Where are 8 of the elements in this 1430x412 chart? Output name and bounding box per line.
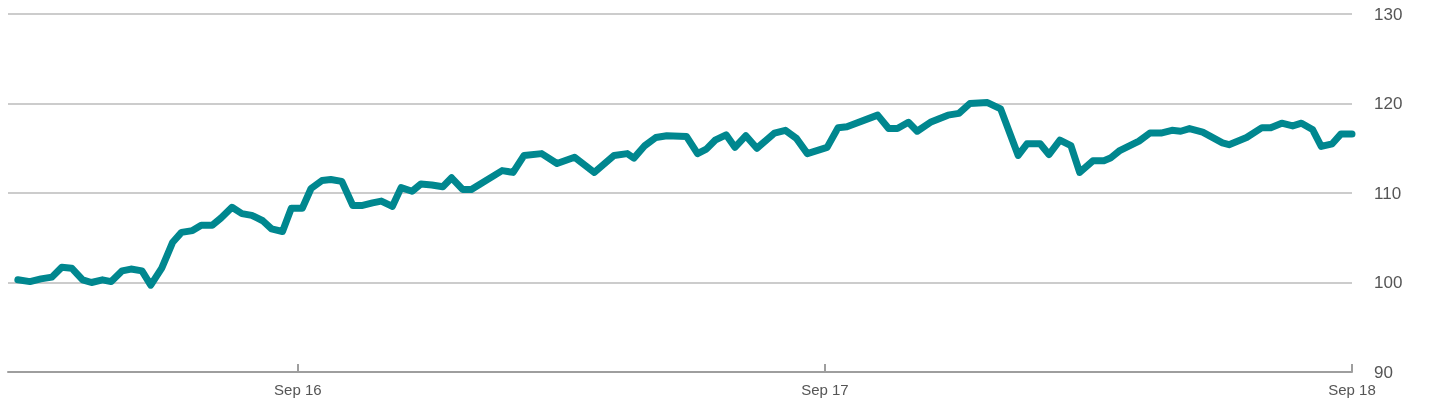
x-tick-label: Sep 18 <box>1328 381 1376 398</box>
y-tick-label: 110 <box>1374 183 1402 203</box>
x-tick-label: Sep 17 <box>801 381 849 398</box>
y-tick-label: 90 <box>1374 362 1393 382</box>
x-tick-label: Sep 16 <box>274 381 322 398</box>
y-tick-label: 100 <box>1374 273 1403 292</box>
y-tick-label: 120 <box>1374 94 1403 113</box>
y-tick-label: 130 <box>1374 4 1403 24</box>
